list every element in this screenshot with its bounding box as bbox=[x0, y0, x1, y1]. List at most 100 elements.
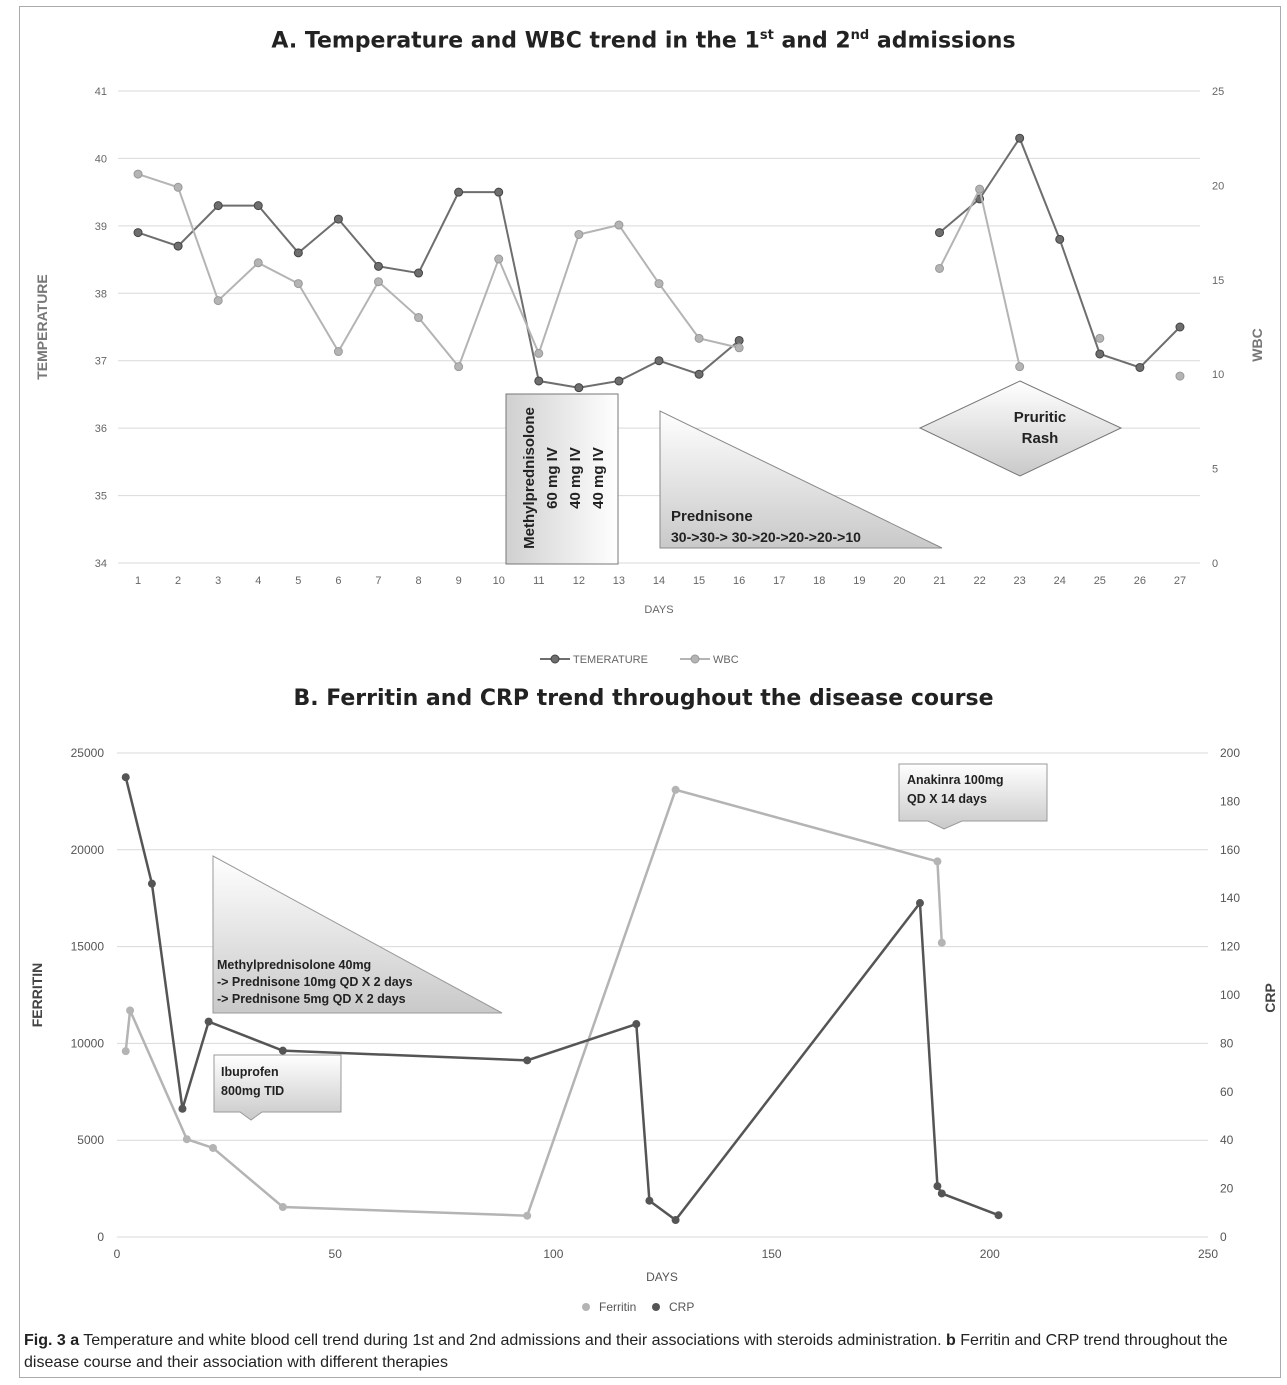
data-point-temerature bbox=[694, 369, 704, 379]
x-tick-label: 26 bbox=[1134, 575, 1146, 587]
data-point-temerature bbox=[133, 228, 143, 238]
data-point-temerature bbox=[614, 376, 624, 386]
y2-tick-label: 80 bbox=[1220, 1036, 1234, 1050]
anakinra-text: QD X 14 days bbox=[907, 792, 987, 806]
y2-tick-label: 5 bbox=[1212, 464, 1218, 476]
data-point-temerature bbox=[253, 201, 263, 211]
x-tick-label: 23 bbox=[1014, 575, 1026, 587]
prednisone-triangle bbox=[659, 410, 943, 549]
data-point-temerature bbox=[454, 187, 464, 197]
prednisone-title: Prednisone bbox=[671, 508, 753, 525]
prednisone-schedule: 30->30-> 30->20->20->20->10 bbox=[671, 529, 861, 545]
methylprednisolone-text: 40 mg IV bbox=[567, 447, 584, 509]
data-point-ferritin bbox=[182, 1135, 191, 1144]
data-point-wbc bbox=[574, 229, 584, 239]
x-tick-label: 10 bbox=[493, 575, 505, 587]
x-tick-label: 16 bbox=[733, 575, 745, 587]
data-point-temerature bbox=[1055, 234, 1065, 244]
methylprednisolone-text: Methylprednisolone bbox=[521, 407, 538, 549]
y2-tick-label: 0 bbox=[1220, 1230, 1227, 1244]
data-point-temerature bbox=[935, 228, 945, 238]
data-point-wbc bbox=[534, 348, 544, 358]
data-point-ferritin bbox=[121, 1047, 130, 1056]
y-axis-label: TEMPERATURE bbox=[34, 274, 50, 380]
data-point-crp bbox=[915, 899, 924, 908]
series-line-wbc bbox=[137, 173, 740, 369]
data-point-temerature bbox=[213, 201, 223, 211]
x-tick-label: 2 bbox=[175, 575, 181, 587]
data-point-temerature bbox=[173, 241, 183, 251]
y-tick-label: 5000 bbox=[77, 1133, 104, 1147]
data-point-wbc bbox=[935, 263, 945, 273]
y-tick-label: 35 bbox=[95, 491, 107, 503]
data-point-ferritin bbox=[278, 1202, 287, 1211]
y2-tick-label: 60 bbox=[1220, 1085, 1234, 1099]
x-tick-label: 1 bbox=[135, 575, 141, 587]
data-point-wbc bbox=[133, 169, 143, 179]
data-point-ferritin bbox=[209, 1143, 218, 1152]
x-tick-label: 0 bbox=[114, 1247, 121, 1261]
steroid-taper-text: -> Prednisone 10mg QD X 2 days bbox=[217, 975, 413, 989]
data-point-temerature bbox=[654, 356, 664, 366]
legend-label: WBC bbox=[713, 654, 739, 666]
data-point-wbc bbox=[414, 313, 424, 323]
data-point-crp bbox=[671, 1216, 680, 1225]
data-point-crp bbox=[632, 1020, 641, 1029]
x-tick-label: 14 bbox=[653, 575, 665, 587]
x-tick-label: 11 bbox=[533, 575, 544, 587]
x-tick-label: 50 bbox=[329, 1247, 343, 1261]
data-point-wbc bbox=[373, 277, 383, 287]
y2-tick-label: 40 bbox=[1220, 1133, 1234, 1147]
x-tick-label: 12 bbox=[573, 575, 585, 587]
data-point-crp bbox=[523, 1056, 532, 1065]
figure-caption: Fig. 3 a Temperature and white blood cel… bbox=[24, 1332, 1228, 1371]
x-tick-label: 27 bbox=[1174, 575, 1186, 587]
ibuprofen-text: Ibuprofen bbox=[221, 1065, 279, 1079]
y2-tick-label: 140 bbox=[1220, 891, 1240, 905]
steroid-taper-text: -> Prednisone 5mg QD X 2 days bbox=[217, 992, 406, 1006]
x-tick-label: 4 bbox=[255, 575, 261, 587]
steroid-taper-triangle bbox=[212, 855, 503, 1014]
data-point-wbc bbox=[975, 184, 985, 194]
data-point-ferritin bbox=[671, 785, 680, 794]
y-tick-label: 10000 bbox=[71, 1036, 105, 1050]
x-tick-label: 8 bbox=[415, 575, 421, 587]
methylprednisolone-text: 40 mg IV bbox=[590, 447, 607, 509]
x-tick-label: 24 bbox=[1054, 575, 1066, 587]
y-tick-label: 0 bbox=[97, 1230, 104, 1244]
data-point-wbc bbox=[333, 347, 343, 357]
legend-label: TEMERATURE bbox=[573, 654, 648, 666]
y-axis-label: FERRITIN bbox=[29, 963, 45, 1028]
x-tick-label: 18 bbox=[813, 575, 825, 587]
x-tick-label: 22 bbox=[973, 575, 985, 587]
y2-tick-label: 20 bbox=[1220, 1182, 1234, 1196]
methylprednisolone-box bbox=[505, 393, 619, 565]
anakinra-callout bbox=[898, 763, 1048, 830]
data-point-wbc bbox=[454, 362, 464, 372]
data-point-temerature bbox=[293, 248, 303, 258]
data-point-ferritin bbox=[937, 938, 946, 947]
chart-b-title: B. Ferritin and CRP trend throughout the… bbox=[293, 686, 994, 711]
legend-label: CRP bbox=[669, 1300, 694, 1314]
data-point-crp bbox=[178, 1104, 187, 1113]
x-axis-label: DAYS bbox=[644, 604, 673, 616]
y-tick-label: 25000 bbox=[71, 746, 105, 760]
y-tick-label: 37 bbox=[95, 356, 107, 368]
legend-marker bbox=[550, 654, 560, 664]
data-point-temerature bbox=[1095, 349, 1105, 359]
x-tick-label: 21 bbox=[933, 575, 945, 587]
legend-label: Ferritin bbox=[599, 1300, 636, 1314]
x-tick-label: 100 bbox=[543, 1247, 563, 1261]
figure-frame bbox=[19, 6, 1281, 1378]
data-point-temerature bbox=[1175, 322, 1185, 332]
data-point-wbc bbox=[293, 279, 303, 289]
y2-axis-label: CRP bbox=[1262, 983, 1278, 1013]
chart-a-title: A. Temperature and WBC trend in the 1st … bbox=[271, 28, 1016, 54]
x-tick-label: 17 bbox=[773, 575, 785, 587]
x-tick-label: 15 bbox=[693, 575, 705, 587]
ibuprofen-text: 800mg TID bbox=[221, 1084, 284, 1098]
x-axis-label: DAYS bbox=[646, 1270, 678, 1284]
x-tick-label: 19 bbox=[853, 575, 865, 587]
data-point-temerature bbox=[534, 376, 544, 386]
y2-axis-label: WBC bbox=[1249, 328, 1265, 361]
